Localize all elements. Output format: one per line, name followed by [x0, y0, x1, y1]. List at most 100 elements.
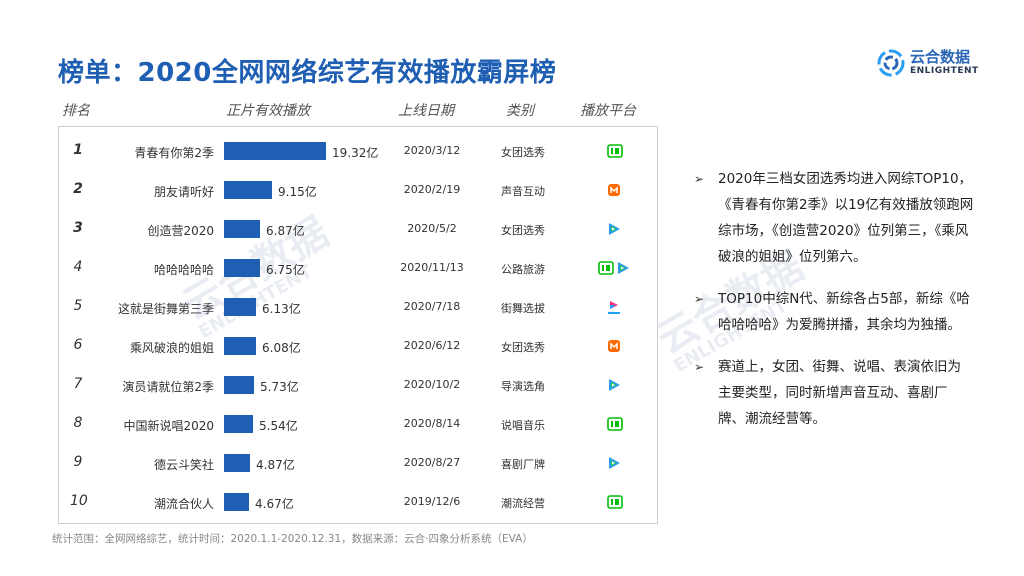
show-name: 哈哈哈哈哈: [153, 263, 214, 277]
platform-icons: [574, 378, 654, 392]
category: 女团选秀: [501, 224, 545, 237]
show-name: 创造营2020: [147, 224, 214, 238]
header-platform: 播放平台: [580, 103, 636, 119]
launch-date: 2020/7/18: [403, 300, 461, 313]
bullet-arrow-icon: ➢: [694, 172, 705, 186]
bar: [224, 142, 326, 160]
bar-value-label: 4.87亿: [256, 458, 295, 472]
insight-item: ➢ 2020年三档女团选秀均进入网综TOP10，《青春有你第2季》以19亿有效播…: [694, 166, 974, 270]
show-name: 潮流合伙人: [153, 497, 214, 511]
launch-date: 2020/10/2: [403, 378, 461, 391]
page-title: 榜单：2020全网网络综艺有效播放霸屏榜: [58, 58, 557, 88]
category: 喜剧厂牌: [501, 458, 545, 471]
rank-number: 5: [73, 298, 83, 314]
bar: [224, 376, 254, 394]
insight-item: ➢ 赛道上，女团、街舞、说唱、表演依旧为主要类型，同时新增声音互动、喜剧厂牌、潮…: [694, 354, 974, 432]
bar-value-label: 5.54亿: [259, 419, 298, 433]
show-name: 乘风破浪的姐姐: [129, 341, 214, 355]
tencent-icon: [607, 222, 621, 236]
bar-value-label: 6.87亿: [266, 224, 305, 238]
bar-value-label: 6.75亿: [266, 263, 305, 277]
launch-date: 2020/11/13: [400, 261, 464, 274]
bar: [224, 220, 260, 238]
show-name: 德云斗笑社: [153, 458, 214, 472]
rank-number: 3: [73, 220, 83, 236]
show-name: 演员请就位第2季: [122, 380, 214, 394]
logo-mark-icon: [877, 49, 905, 77]
launch-date: 2020/2/19: [403, 183, 461, 196]
launch-date: 2019/12/6: [403, 495, 461, 508]
show-name: 这就是街舞第三季: [117, 302, 214, 316]
youku-icon: [607, 300, 621, 314]
bullet-arrow-icon: ➢: [694, 292, 705, 306]
bar: [224, 454, 250, 472]
category: 街舞选拔: [501, 302, 545, 315]
header-plays: 正片有效播放: [226, 103, 310, 119]
bar-value-label: 5.73亿: [260, 380, 299, 394]
bar: [224, 259, 260, 277]
show-name: 青春有你第2季: [134, 146, 214, 160]
iqiyi-icon: [607, 417, 623, 431]
logo-text-cn: 云合数据: [910, 48, 971, 66]
platform-icons: [574, 300, 654, 314]
bar-value-label: 6.13亿: [262, 302, 301, 316]
bar-value-label: 4.67亿: [255, 497, 294, 511]
bar-value-label: 9.15亿: [278, 185, 317, 199]
launch-date: 2020/8/14: [403, 417, 461, 430]
rank-number: 9: [73, 454, 83, 470]
category: 女团选秀: [501, 146, 545, 159]
footnote: 统计范围：全网网络综艺，统计时间：2020.1.1-2020.12.31，数据来…: [52, 533, 533, 545]
bar: [224, 337, 256, 355]
iqiyi-icon: [598, 261, 614, 275]
insight-item: ➢ TOP10中综N代、新综各占5部，新综《哈哈哈哈哈》为爱腾拼播，其余均为独播…: [694, 286, 974, 338]
platform-icons: [574, 417, 654, 431]
ranking-table: [58, 126, 658, 524]
rank-number: 4: [73, 259, 83, 275]
tencent-icon: [616, 261, 630, 275]
rank-number: 1: [73, 142, 83, 158]
platform-icons: [574, 144, 654, 158]
platform-icons: [574, 456, 654, 470]
platform-icons: [574, 183, 654, 197]
platform-icons: [574, 222, 654, 236]
insight-text: 2020年三档女团选秀均进入网综TOP10，《青春有你第2季》以19亿有效播放领…: [718, 171, 974, 265]
rank-number: 6: [73, 337, 83, 353]
category: 说唱音乐: [501, 419, 545, 432]
brand-logo: 云合数据 ENLIGHTENT: [876, 44, 986, 84]
bar-value-label: 19.32亿: [332, 146, 379, 160]
launch-date: 2020/6/12: [403, 339, 461, 352]
category: 导演选角: [501, 380, 545, 393]
launch-date: 2020/5/2: [407, 222, 457, 235]
rank-number: 7: [73, 376, 83, 392]
show-name: 中国新说唱2020: [123, 419, 214, 433]
mango-icon: [607, 339, 621, 353]
tencent-icon: [607, 456, 621, 470]
category: 公路旅游: [501, 263, 545, 276]
launch-date: 2020/3/12: [403, 144, 461, 157]
header-date: 上线日期: [398, 103, 454, 119]
iqiyi-icon: [607, 495, 623, 509]
logo-text-en: ENLIGHTENT: [910, 66, 979, 76]
platform-icons: [574, 261, 654, 275]
insight-text: 赛道上，女团、街舞、说唱、表演依旧为主要类型，同时新增声音互动、喜剧厂牌、潮流经…: [718, 359, 961, 427]
platform-icons: [574, 339, 654, 353]
category: 女团选秀: [501, 341, 545, 354]
rank-number: 8: [73, 415, 83, 431]
iqiyi-icon: [607, 144, 623, 158]
bar: [224, 298, 256, 316]
bar: [224, 181, 272, 199]
tencent-icon: [607, 378, 621, 392]
launch-date: 2020/8/27: [403, 456, 461, 469]
platform-icons: [574, 495, 654, 509]
rank-number: 10: [70, 493, 88, 509]
mango-icon: [607, 183, 621, 197]
category: 潮流经营: [501, 497, 545, 510]
rank-number: 2: [73, 181, 83, 197]
show-name: 朋友请听好: [153, 185, 214, 199]
bar: [224, 493, 249, 511]
header-category: 类别: [506, 103, 534, 119]
bar: [224, 415, 253, 433]
insight-list: ➢ 2020年三档女团选秀均进入网综TOP10，《青春有你第2季》以19亿有效播…: [694, 166, 974, 448]
insight-text: TOP10中综N代、新综各占5部，新综《哈哈哈哈哈》为爱腾拼播，其余均为独播。: [718, 291, 970, 333]
bar-value-label: 6.08亿: [262, 341, 301, 355]
